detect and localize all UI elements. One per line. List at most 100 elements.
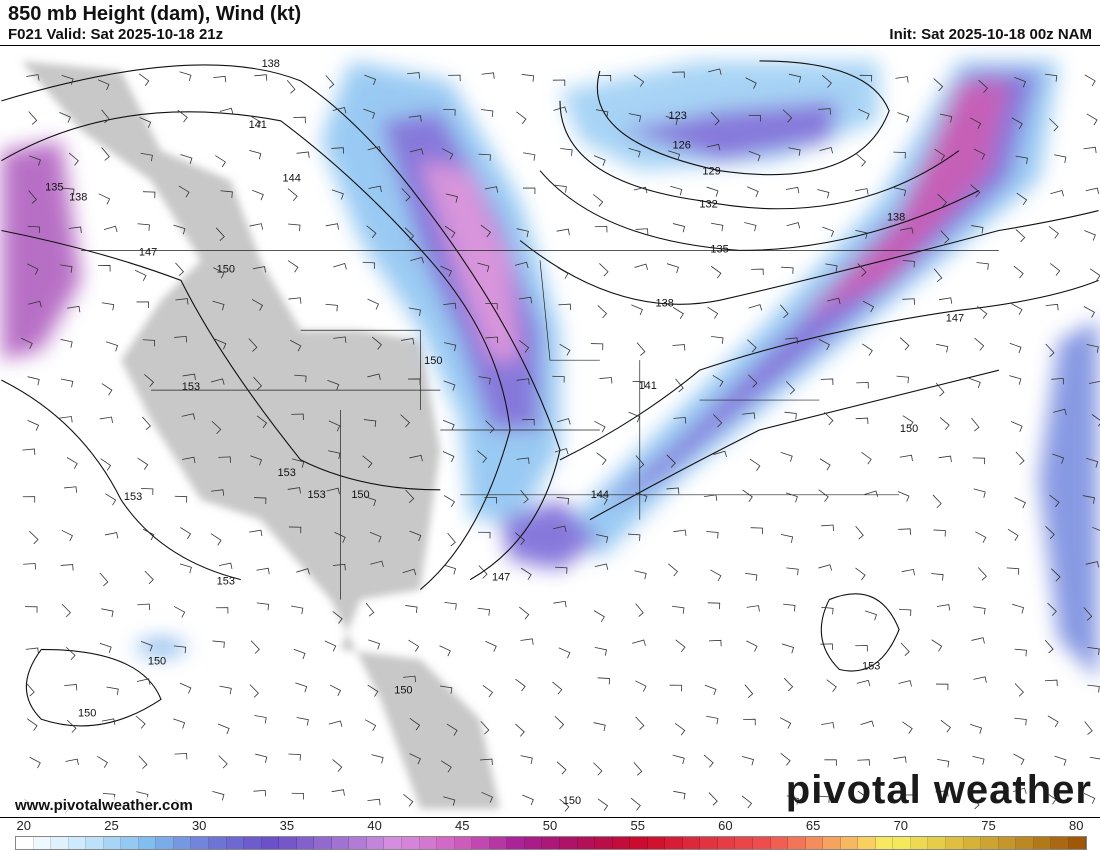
wind-barb — [405, 489, 415, 504]
colorbar-swatch — [419, 837, 438, 849]
wind-barb — [971, 637, 985, 644]
wind-barb — [596, 109, 609, 118]
wind-barb — [1013, 265, 1024, 279]
wind-barb — [368, 185, 382, 193]
wind-barb — [896, 375, 909, 384]
weather-map[interactable]: 138 141 144 135 138 147 150 153 153 153 … — [0, 45, 1100, 818]
wind-barb — [181, 413, 196, 420]
wind-barb — [293, 648, 306, 660]
wind-barb — [219, 107, 234, 115]
colorbar-swatch — [366, 837, 385, 849]
wind-barb — [712, 374, 724, 387]
wind-barb — [636, 342, 646, 356]
wind-barb — [746, 605, 760, 612]
wind-barb — [706, 143, 721, 151]
wind-barb — [99, 416, 113, 423]
wind-barb — [1083, 146, 1097, 154]
colorbar-swatch — [244, 837, 262, 849]
wind-barb — [970, 184, 981, 198]
wind-barb — [977, 567, 987, 581]
wind-barb — [296, 151, 310, 158]
wind-barb — [972, 755, 985, 765]
wind-barb — [711, 336, 724, 344]
wind-barb — [520, 638, 534, 645]
contour-label: 138 — [69, 192, 87, 204]
wind-barb — [478, 376, 491, 385]
wind-barb — [477, 607, 491, 616]
wind-barb — [61, 529, 73, 542]
wind-barb — [1009, 342, 1022, 354]
wind-barb — [324, 640, 337, 652]
wind-barb — [786, 795, 799, 805]
wind-barb — [821, 524, 834, 532]
wind-barb — [444, 225, 456, 238]
colorbar-swatch — [279, 837, 297, 849]
wind-barb — [556, 418, 571, 425]
contour-label: 147 — [139, 246, 157, 258]
wind-barb — [444, 602, 457, 610]
wind-barb — [673, 529, 687, 537]
wind-barb — [364, 496, 377, 507]
colorbar-swatch — [770, 837, 789, 849]
colorbar-swatch — [209, 837, 227, 849]
colorbar-swatch — [68, 837, 87, 849]
colorbar-swatch — [875, 837, 894, 849]
wind-barb — [744, 684, 754, 698]
wind-barb — [522, 794, 534, 806]
wind-barb — [287, 260, 299, 273]
wind-barb — [827, 297, 841, 305]
wind-barb — [60, 564, 74, 571]
wind-barb — [935, 683, 949, 691]
wind-barb — [142, 339, 156, 347]
wind-barb — [29, 530, 39, 545]
wind-barb — [442, 419, 455, 431]
wind-barb — [220, 190, 233, 198]
wind-barb — [557, 267, 569, 279]
wind-barb — [136, 301, 149, 308]
wind-barb — [1045, 526, 1055, 540]
wind-barb — [101, 383, 113, 396]
wind-barb — [478, 531, 491, 539]
colorbar-tick: 35 — [279, 818, 295, 833]
contour-label: 153 — [217, 576, 235, 588]
wind-barb — [711, 222, 724, 232]
wind-barb — [782, 643, 795, 654]
colorbar-swatch — [612, 837, 631, 849]
wind-barb — [480, 224, 492, 238]
colorbar-tick: 50 — [542, 818, 558, 833]
wind-barb — [818, 489, 829, 502]
colorbar-swatch — [349, 837, 367, 849]
wind-barb — [820, 643, 833, 650]
wind-barb — [707, 68, 722, 75]
wind-barb — [672, 754, 685, 765]
wind-barb — [137, 457, 149, 470]
wind-barb — [597, 305, 608, 319]
wind-barb — [668, 150, 681, 161]
wind-barb — [96, 755, 108, 768]
wind-barb — [252, 266, 267, 273]
wind-barb — [635, 455, 645, 469]
wind-barb — [856, 153, 867, 167]
wind-barb — [249, 529, 263, 537]
wind-barb — [741, 756, 754, 766]
colorbar-swatch — [665, 837, 683, 849]
wind-barb — [596, 493, 608, 505]
wind-barb — [440, 760, 452, 773]
wind-barb — [325, 75, 335, 89]
wind-barb — [26, 74, 40, 81]
wind-barb — [826, 679, 837, 692]
wind-barb — [485, 420, 495, 434]
wind-barb — [253, 789, 267, 797]
colorbar-swatch — [963, 837, 982, 849]
wind-barb — [439, 645, 451, 657]
wind-barb — [408, 639, 420, 652]
state-borders — [81, 250, 999, 600]
wind-barb — [633, 186, 648, 194]
wind-barb — [287, 487, 301, 494]
wind-barb — [409, 148, 424, 155]
contour-label: 147 — [492, 572, 510, 584]
wind-barb — [369, 531, 382, 543]
wind-barb — [101, 718, 116, 725]
wind-barb — [779, 717, 792, 729]
wind-barb — [21, 337, 33, 349]
